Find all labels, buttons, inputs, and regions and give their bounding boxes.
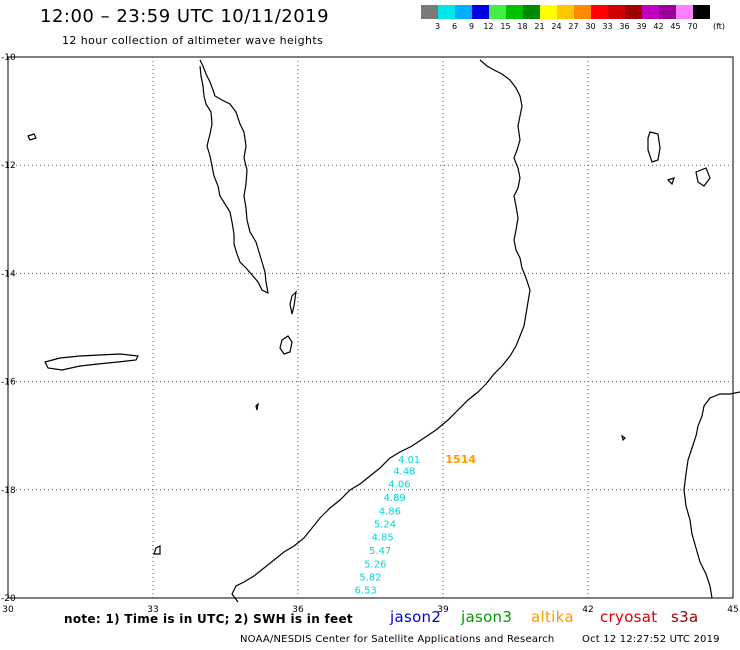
satellite-s3a: s3a <box>671 608 699 626</box>
satellite-altika: altika <box>531 608 574 626</box>
scale-swatch <box>523 5 540 19</box>
lake-malawi-outline <box>199 59 269 295</box>
scale-label: 36 <box>619 22 630 31</box>
footer-note: note: 1) Time is in UTC; 2) SWH is in fe… <box>64 612 353 626</box>
wave-height-label: 6.53 <box>355 585 377 596</box>
map-frame <box>7 56 734 599</box>
lake-mweru-outline <box>44 353 139 371</box>
small-lake-1 <box>255 402 259 411</box>
chart-title: 12:00 – 23:59 UTC 10/11/2019 <box>40 6 330 27</box>
satellite-cryosat: cryosat <box>600 608 658 626</box>
lon-tick-label: 36 <box>292 605 304 615</box>
scale-swatch <box>642 5 659 19</box>
scale-swatch <box>608 5 625 19</box>
scale-label: 27 <box>568 22 579 31</box>
scale-label: 42 <box>653 22 664 31</box>
scale-label: 9 <box>468 22 475 31</box>
scale-label: 33 <box>602 22 613 31</box>
scale-label: 39 <box>636 22 647 31</box>
satellite-jason2: jason2 <box>390 608 442 626</box>
footer-timestamp: Oct 12 12:27:52 UTC 2019 <box>582 634 720 645</box>
lake-chilwa-outline <box>279 335 293 355</box>
chart-subtitle: 12 hour collection of altimeter wave hei… <box>62 34 324 47</box>
lon-tick-label: 33 <box>147 605 158 615</box>
color-scale-labels: 3 6 9 12 15 18 21 24 27 30 33 36 39 42 45 70 <box>421 22 701 31</box>
comoros-anjouan-outline <box>695 167 711 187</box>
lat-tick-label: -18 <box>1 486 16 496</box>
scale-label: 70 <box>687 22 698 31</box>
wave-height-label: 4.01 <box>398 455 420 466</box>
comoros-moheli-outline <box>666 177 675 186</box>
scale-label: 12 <box>483 22 494 31</box>
scale-swatch <box>438 5 455 19</box>
wave-height-label: 5.47 <box>369 546 391 557</box>
wave-height-label: 4.06 <box>388 479 410 490</box>
wave-height-label: 4.89 <box>384 493 406 504</box>
lat-tick-label: -12 <box>1 161 16 171</box>
lon-tick-label: 39 <box>437 605 449 615</box>
scale-label: 6 <box>451 22 458 31</box>
wave-height-label: 4.85 <box>371 532 393 543</box>
scale-swatch <box>676 5 693 19</box>
wave-height-label: 5.24 <box>374 519 396 530</box>
footer-credit: NOAA/NESDIS Center for Satellite Applica… <box>240 634 555 645</box>
wave-height-label: 4.48 <box>393 466 415 477</box>
scale-swatch <box>421 5 438 19</box>
scale-swatch <box>693 5 710 19</box>
lat-tick-label: -14 <box>1 269 16 279</box>
lon-tick-label: 45 <box>727 605 738 615</box>
scale-label: 24 <box>551 22 562 31</box>
scale-label: 15 <box>500 22 511 31</box>
small-lake-2 <box>153 545 161 555</box>
lake-chiuta-outline <box>289 290 297 315</box>
comoros-grande-outline <box>647 131 661 163</box>
scale-swatch <box>557 5 574 19</box>
scale-swatch <box>455 5 472 19</box>
scale-swatch <box>506 5 523 19</box>
lat-tick-label: -20 <box>1 594 16 604</box>
lon-tick-label: 42 <box>582 605 593 615</box>
scale-swatch <box>489 5 506 19</box>
wave-height-label: 4.86 <box>379 506 401 517</box>
scale-swatch <box>540 5 557 19</box>
small-lake-3 <box>27 133 37 141</box>
lon-tick-label: 30 <box>2 605 14 615</box>
scale-swatch <box>625 5 642 19</box>
wave-height-label: 5.26 <box>364 559 386 570</box>
scale-swatch <box>659 5 676 19</box>
wave-height-values: 4.014.48 4.06 4.89 4.86 5.24 4.85 5.47 5.26 5.82… <box>355 455 421 596</box>
lat-tick-label: -16 <box>1 378 16 388</box>
lat-lon-grid <box>7 56 734 599</box>
small-lake-4 <box>621 434 626 442</box>
scale-label: 21 <box>534 22 545 31</box>
madagascar-coastline <box>683 391 740 599</box>
coastlines <box>27 59 740 603</box>
scale-swatch <box>574 5 591 19</box>
east-africa-coastline <box>231 59 531 603</box>
axis-labels: 30 33 36 39 42 45 -10 -12 -14 -16 -18 -20 <box>1 53 739 615</box>
scale-label: 3 <box>434 22 441 31</box>
scale-unit: (ft) <box>713 22 726 31</box>
color-scale-legend <box>421 5 710 19</box>
pass-time-tag: 1514 <box>445 453 476 466</box>
scale-swatch <box>591 5 608 19</box>
scale-swatch <box>472 5 489 19</box>
wave-height-label: 5.82 <box>359 572 381 583</box>
satellite-jason3: jason3 <box>461 608 513 626</box>
scale-label: 30 <box>585 22 596 31</box>
lat-tick-label: -10 <box>1 53 16 63</box>
scale-label: 18 <box>517 22 528 31</box>
scale-label: 45 <box>670 22 681 31</box>
